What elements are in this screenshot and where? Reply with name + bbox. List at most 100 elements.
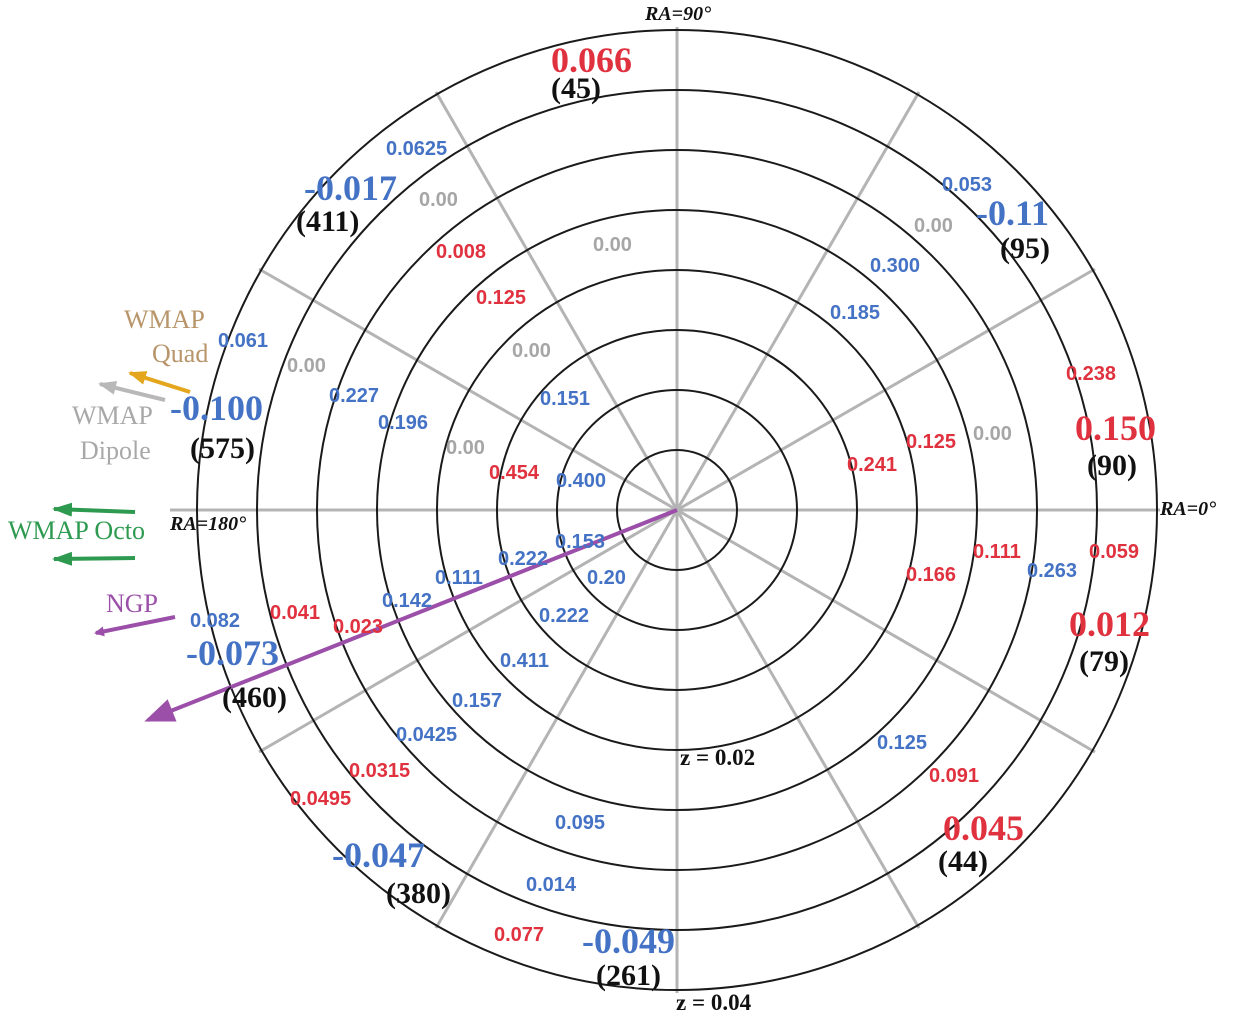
sector-count: (44) — [938, 845, 988, 878]
cell-value: 0.454 — [489, 462, 540, 484]
ngp-label: NGP — [106, 589, 158, 618]
axis-label-ra-90: RA=90° — [644, 3, 711, 25]
cell-value: 0.095 — [555, 812, 605, 834]
cell-values: 0.0625 0.00 0.008 0.00 0.125 0.053 0.00 … — [190, 138, 1139, 946]
sector-value: 0.066 — [551, 40, 632, 80]
cell-value: 0.00 — [287, 355, 326, 377]
cell-value: 0.00 — [593, 234, 632, 256]
sector-value: -0.047 — [332, 835, 425, 875]
cell-value: 0.196 — [378, 412, 428, 434]
axis-label-z-002: z = 0.02 — [680, 745, 755, 770]
spoke-ra-60 — [675, 91, 921, 511]
cell-value: 0.241 — [847, 454, 897, 476]
cell-value: 0.0315 — [349, 760, 410, 782]
cell-value: 0.400 — [556, 470, 606, 492]
spoke-ra-300 — [675, 509, 921, 929]
cell-value: 0.411 — [500, 650, 549, 672]
sector-count: (90) — [1087, 449, 1137, 482]
ring-2 — [556, 389, 798, 631]
cell-value: 0.077 — [494, 924, 544, 946]
sector-values: 0.066 (45) -0.017 (411) -0.11 (95) -0.10… — [170, 40, 1156, 992]
cell-value: 0.222 — [539, 605, 589, 627]
cell-value: 0.00 — [973, 423, 1012, 445]
spoke-ra-120 — [434, 91, 679, 511]
cell-value: 0.041 — [270, 602, 320, 624]
cell-value: 0.00 — [419, 189, 458, 211]
cell-value: 0.222 — [498, 548, 548, 570]
sector-count: (261) — [596, 959, 661, 992]
sector-count: (460) — [222, 681, 287, 714]
cell-value: 0.00 — [446, 437, 485, 459]
ring-4 — [436, 269, 918, 751]
sector-count: (380) — [386, 877, 451, 910]
sector-value: 0.012 — [1069, 604, 1150, 644]
ring-6 — [316, 149, 1038, 871]
cell-value: 0.023 — [333, 616, 383, 638]
sector-value: -0.11 — [976, 193, 1049, 233]
cell-value: 0.227 — [329, 385, 379, 407]
cell-value: 0.157 — [452, 690, 502, 712]
cell-value: 0.091 — [929, 765, 979, 787]
sector-count: (79) — [1079, 645, 1129, 678]
ring-1 — [616, 449, 738, 571]
sector-count: (575) — [190, 432, 255, 465]
axis-label-ra-180: RA=180° — [169, 513, 246, 535]
spoke-ra-150 — [258, 267, 678, 512]
cell-value: 0.061 — [218, 330, 268, 352]
cell-value: 0.20 — [587, 567, 626, 589]
cell-value: 0.014 — [526, 874, 577, 896]
cell-value: 0.185 — [830, 302, 880, 324]
axis-label-ra-0: RA=0° — [1159, 498, 1216, 520]
spoke-ra-240 — [434, 509, 679, 929]
ring-8 — [196, 29, 1158, 991]
cell-value: 0.300 — [870, 255, 920, 277]
cell-value: 0.142 — [382, 590, 432, 612]
ring-5 — [376, 209, 978, 811]
sector-value: 0.045 — [943, 808, 1024, 848]
cell-value: 0.153 — [555, 531, 605, 553]
ngp-arrow-icon — [94, 615, 176, 637]
cell-value: 0.111 — [435, 567, 483, 589]
ngp-direction-line — [144, 508, 678, 722]
axis-labels: RA=90° RA=0° RA=180° z = 0.02 z = 0.04 — [169, 3, 1216, 1015]
cell-value: 0.0425 — [396, 724, 457, 746]
cell-value: 0.238 — [1066, 363, 1116, 385]
cell-value: 0.125 — [877, 732, 927, 754]
cell-value: 0.166 — [906, 564, 956, 586]
axis-label-z-004: z = 0.04 — [676, 990, 752, 1015]
wmap-octo-arrow-bottom-icon — [52, 551, 136, 566]
sector-value: -0.017 — [304, 168, 397, 208]
wmap-dipole-arrow-icon — [98, 381, 166, 402]
radial-spokes — [170, 27, 1160, 993]
ring-3 — [496, 329, 858, 691]
wmap-quad-label-line1: WMAP — [124, 305, 205, 334]
cell-value: 0.125 — [906, 431, 956, 453]
cell-value: 0.00 — [512, 340, 551, 362]
cell-value: 0.0495 — [290, 788, 351, 810]
spoke-ra-30 — [676, 267, 1096, 512]
direction-legend: WMAP Quad WMAP Dipole WMAP Octo NGP — [8, 305, 208, 637]
ring-7 — [256, 89, 1098, 931]
concentric-rings — [196, 29, 1158, 991]
sector-value: 0.150 — [1075, 408, 1156, 448]
sector-count: (411) — [296, 205, 359, 238]
wmap-octo-label: WMAP Octo — [8, 516, 145, 545]
cell-value: 0.059 — [1089, 541, 1139, 563]
cell-value: 0.125 — [476, 287, 526, 309]
wmap-quad-arrow-icon — [128, 371, 191, 394]
spoke-ra-330 — [676, 508, 1096, 754]
cell-value: 0.082 — [190, 610, 240, 632]
cell-value: 0.053 — [942, 174, 992, 196]
cell-value: 0.151 — [540, 388, 590, 410]
cell-value: 0.111 — [973, 541, 1021, 563]
spoke-ra-210 — [258, 508, 678, 754]
cell-value: 0.0625 — [386, 138, 447, 160]
wmap-dipole-label-line1: WMAP — [72, 401, 153, 430]
cell-value: 0.00 — [914, 215, 953, 237]
sector-count: (95) — [1000, 232, 1050, 265]
sector-count: (45) — [551, 72, 601, 105]
sector-value: -0.100 — [170, 388, 263, 428]
sector-value: -0.049 — [582, 921, 675, 961]
sector-value: -0.073 — [186, 633, 279, 673]
